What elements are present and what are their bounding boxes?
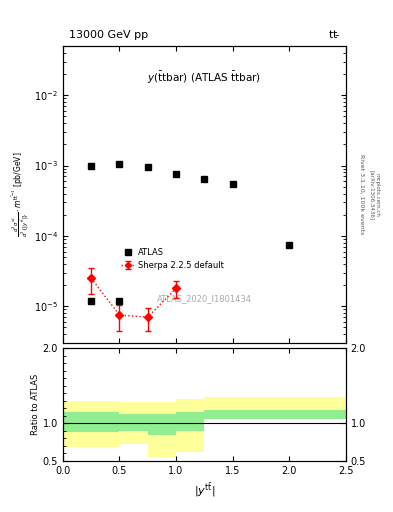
ATLAS — [89, 162, 94, 168]
ATLAS — [287, 242, 292, 248]
ATLAS — [202, 176, 207, 182]
Y-axis label: $\frac{d^2\sigma^{id}}{d^2\{|y^{\mathrm{t\bar{t}}}|\}} \cdot m^{\mathrm{t\bar{t}: $\frac{d^2\sigma^{id}}{d^2\{|y^{\mathrm{… — [10, 152, 31, 238]
Legend: ATLAS, Sherpa 2.2.5 default: ATLAS, Sherpa 2.2.5 default — [118, 245, 227, 273]
ATLAS — [117, 161, 122, 167]
Text: ATLAS_2020_I1801434: ATLAS_2020_I1801434 — [157, 294, 252, 303]
Text: Rivet 3.1.10, 100k events: Rivet 3.1.10, 100k events — [359, 155, 364, 234]
Text: [arXiv:1306.3436]: [arXiv:1306.3436] — [369, 169, 374, 220]
Text: tt$\bar{}$: tt$\bar{}$ — [328, 28, 340, 40]
Y-axis label: Ratio to ATLAS: Ratio to ATLAS — [31, 374, 40, 435]
ATLAS — [174, 170, 178, 177]
Text: 13000 GeV pp: 13000 GeV pp — [68, 30, 148, 40]
Text: $y(\bar{\mathrm{t}}\mathrm{tbar})$ (ATLAS $\bar{\mathrm{t}}$tbar): $y(\bar{\mathrm{t}}\mathrm{tbar})$ (ATLA… — [147, 70, 261, 86]
X-axis label: $|y^{\mathrm{t\bar{t}}}|$: $|y^{\mathrm{t\bar{t}}}|$ — [194, 481, 215, 499]
ATLAS — [145, 164, 150, 170]
ATLAS — [230, 181, 235, 187]
Text: mcplots.cern.ch: mcplots.cern.ch — [375, 173, 380, 217]
Line: ATLAS: ATLAS — [88, 161, 293, 248]
